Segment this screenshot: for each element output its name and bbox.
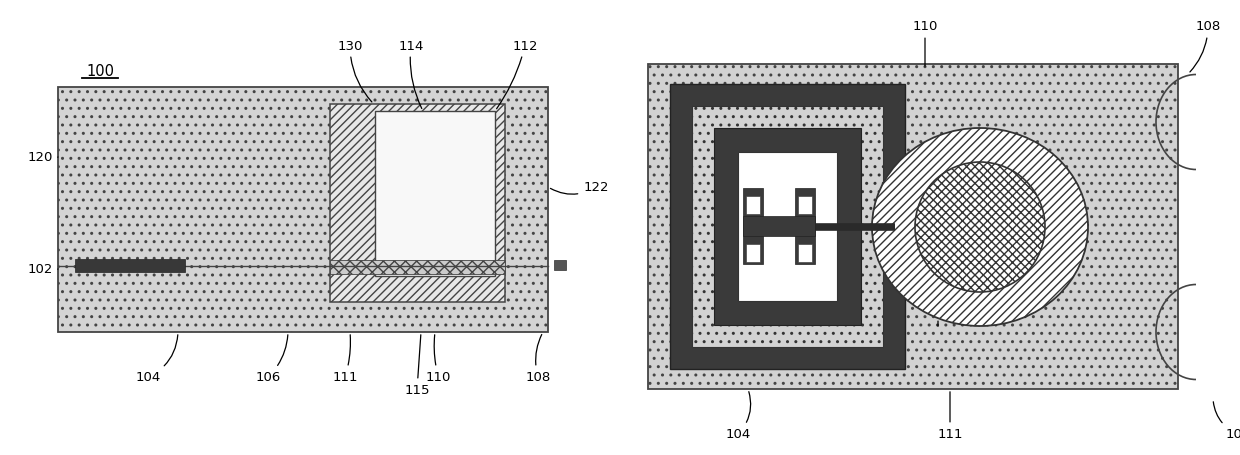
Text: 120: 120	[27, 151, 58, 164]
Text: 108: 108	[1190, 20, 1220, 73]
Bar	[670, 85, 905, 369]
Text: 108: 108	[526, 335, 551, 384]
Text: 110: 110	[913, 20, 937, 67]
Text: 112: 112	[496, 40, 538, 110]
Text: 114: 114	[398, 40, 424, 109]
Text: 130: 130	[337, 40, 372, 103]
Bar	[1197, 73, 1240, 172]
Bar	[799, 244, 812, 263]
Text: 106: 106	[925, 303, 951, 327]
Circle shape	[915, 162, 1045, 293]
Bar	[743, 217, 815, 237]
Bar	[743, 188, 763, 264]
Bar	[554, 260, 565, 270]
Text: 102: 102	[27, 263, 58, 276]
Bar	[1197, 283, 1240, 382]
Bar	[746, 244, 760, 263]
Text: 104: 104	[725, 392, 750, 440]
Ellipse shape	[872, 129, 1087, 326]
Bar	[374, 112, 495, 276]
Bar	[795, 188, 815, 264]
Bar	[58, 88, 548, 332]
Bar	[74, 259, 185, 272]
Bar	[330, 260, 505, 274]
Bar	[738, 153, 837, 301]
Text: 110: 110	[425, 335, 451, 384]
Bar	[649, 65, 1178, 389]
Bar	[799, 197, 812, 214]
Text: 106: 106	[255, 335, 288, 384]
Text: 100: 100	[86, 64, 114, 79]
Bar	[692, 107, 883, 347]
Text: 104: 104	[135, 335, 177, 384]
Text: 111: 111	[937, 392, 962, 440]
Bar	[746, 197, 760, 214]
Text: 102: 102	[1213, 402, 1240, 440]
Bar	[714, 129, 861, 325]
Text: 115: 115	[404, 335, 430, 397]
Text: 111: 111	[332, 335, 358, 384]
Text: 122: 122	[551, 181, 609, 195]
Bar	[330, 105, 505, 302]
